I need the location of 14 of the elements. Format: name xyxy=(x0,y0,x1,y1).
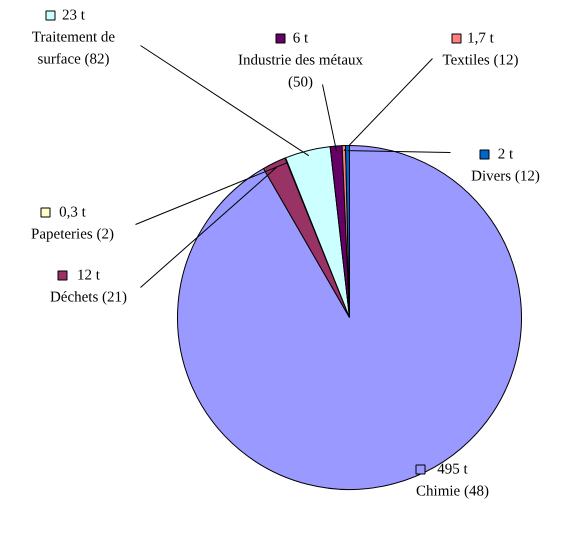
legend-label: Divers (12) xyxy=(471,168,540,184)
legend-label: Chimie (48) xyxy=(416,484,489,500)
legend-label: Traitement de surface (82) xyxy=(32,30,116,68)
data-label: 2 t xyxy=(498,146,514,162)
data-label: 0,3 t xyxy=(59,204,87,220)
data-label: 23 t xyxy=(62,8,86,24)
legend-label: Industrie des métaux (50) xyxy=(238,52,364,90)
legend-label: Déchets (21) xyxy=(50,290,128,306)
legend-label: Papeteries (2) xyxy=(31,226,114,242)
data-label: 495 t xyxy=(437,462,469,478)
data-label: 1,7 t xyxy=(467,30,495,46)
data-label: 6 t xyxy=(292,30,310,46)
legend-label: Textiles (12) xyxy=(442,52,519,68)
data-label: 12 t xyxy=(77,268,101,284)
